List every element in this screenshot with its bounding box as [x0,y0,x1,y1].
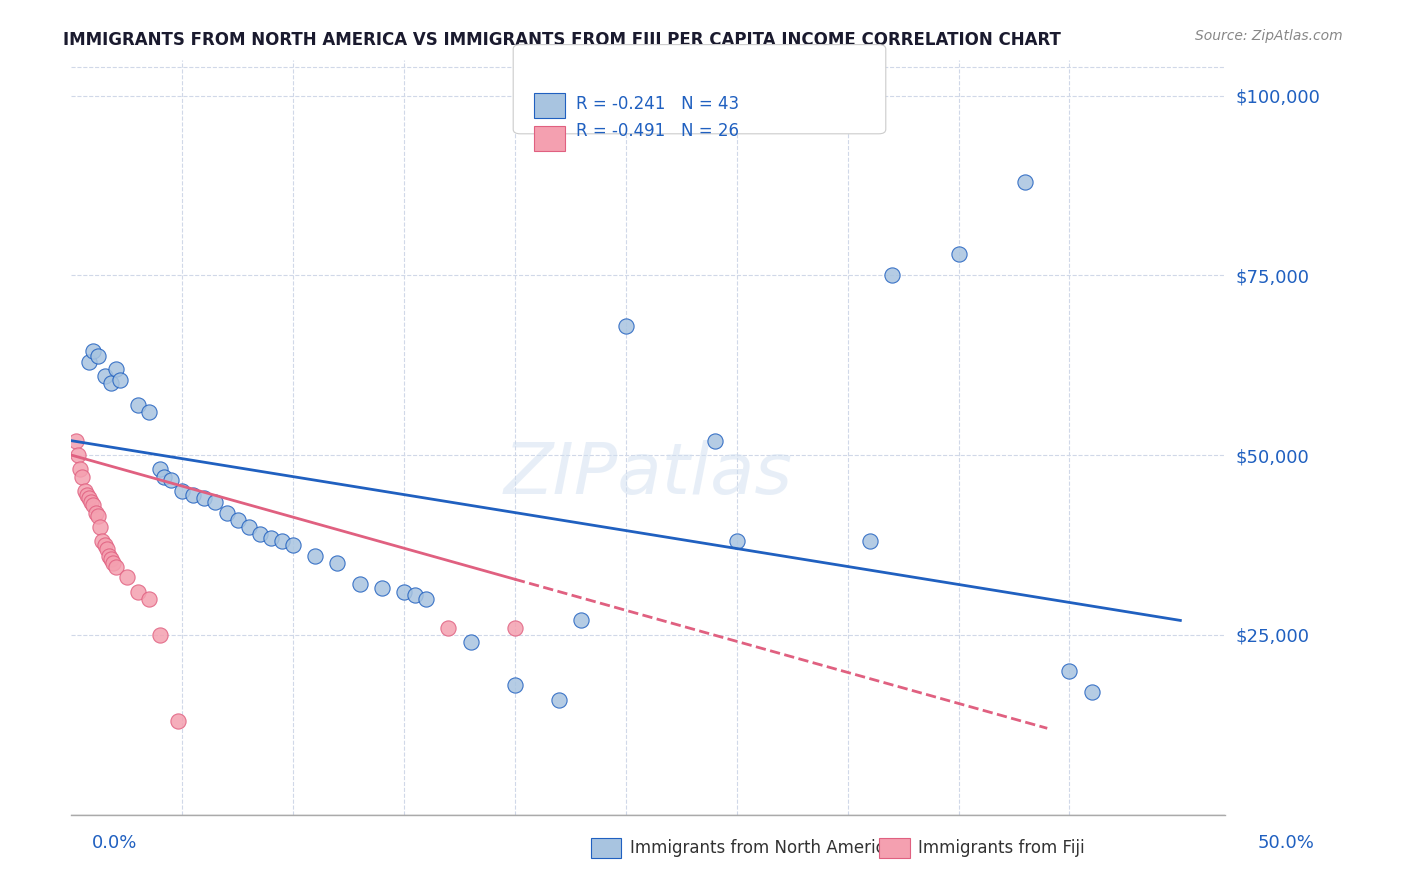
Point [948,246,970,260]
Point [103,556,125,570]
Point [215,506,238,520]
Point [108,373,131,387]
Text: Immigrants from Fiji: Immigrants from Fiji [918,839,1085,857]
Point [725,534,748,549]
Point [249,527,271,541]
Point [349,577,371,591]
Point [87,349,110,363]
Point [138,591,160,606]
Point [614,318,637,333]
Point [82,499,104,513]
Point [115,570,138,584]
Text: R = -0.241   N = 43: R = -0.241 N = 43 [576,95,740,113]
Point [880,268,903,283]
Point [548,692,571,706]
Point [93,538,115,552]
Text: 0.0%: 0.0% [91,834,136,852]
Point [271,534,294,549]
Point [392,584,415,599]
Text: 50.0%: 50.0% [1258,834,1315,852]
Point [91,534,114,549]
Point [703,434,725,448]
Point [1014,175,1036,189]
Point [97,549,120,563]
Point [437,621,460,635]
Point [77,491,100,506]
Text: Immigrants from North America: Immigrants from North America [630,839,894,857]
Point [76,487,98,501]
Text: IMMIGRANTS FROM NORTH AMERICA VS IMMIGRANTS FROM FIJI PER CAPITA INCOME CORRELAT: IMMIGRANTS FROM NORTH AMERICA VS IMMIGRA… [63,31,1062,49]
Point [460,635,482,649]
Point [104,559,127,574]
Point [260,531,283,545]
Point [166,714,188,728]
Point [69,462,91,476]
Point [127,398,149,412]
Point [73,483,96,498]
Point [503,621,526,635]
Point [503,678,526,692]
Point [104,361,127,376]
Point [238,520,260,534]
Point [153,469,176,483]
Point [404,588,426,602]
Point [87,509,110,524]
Point [65,434,87,448]
Point [93,368,115,383]
Point [77,354,100,368]
Point [1080,685,1102,699]
Text: Source: ZipAtlas.com: Source: ZipAtlas.com [1195,29,1343,43]
Point [100,552,122,566]
Point [80,495,103,509]
Point [281,538,304,552]
Point [371,581,394,595]
Point [226,513,249,527]
Point [571,614,593,628]
Point [84,506,107,520]
Point [66,448,89,462]
Point [100,376,122,391]
Text: ZIPatlas: ZIPatlas [503,441,793,509]
Point [1059,664,1081,678]
Point [82,343,104,358]
Point [172,483,194,498]
Point [160,473,183,487]
Point [415,591,437,606]
Point [89,520,111,534]
Point [859,534,882,549]
Point [149,628,172,642]
Point [96,541,118,556]
Point [304,549,326,563]
Point [72,469,94,483]
Point [204,495,226,509]
Point [127,584,149,599]
Point [193,491,215,506]
Text: R = -0.491   N = 26: R = -0.491 N = 26 [576,122,740,140]
Point [138,405,160,419]
Point [149,462,172,476]
Point [326,556,349,570]
Point [181,487,204,501]
